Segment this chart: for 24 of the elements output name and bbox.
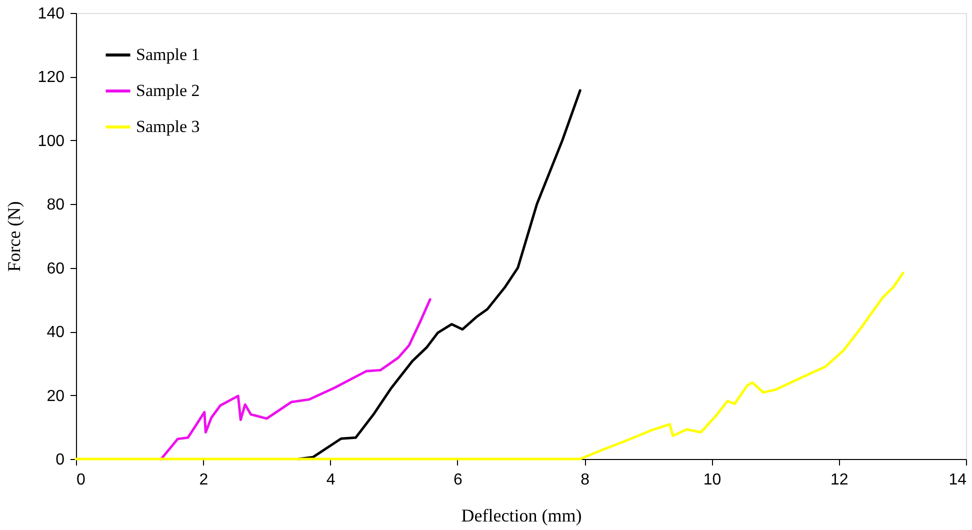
y-tick-label: 20 — [46, 388, 65, 405]
x-tick-label: 6 — [453, 472, 462, 488]
line-series — [74, 272, 904, 460]
y-tick-label: 60 — [46, 260, 65, 278]
y-tick-label: 120 — [38, 69, 65, 86]
x-tick-label: 12 — [830, 472, 848, 488]
y-tick-label: 80 — [46, 196, 65, 214]
line-series — [297, 89, 582, 460]
y-axis-title: Force (N) — [4, 201, 24, 272]
x-tick-label: 10 — [703, 472, 722, 488]
legend-label: Sample 1 — [136, 45, 200, 64]
legend-label: Sample 2 — [136, 81, 200, 100]
x-tick-label: 2 — [199, 472, 208, 488]
x-tick-label: 14 — [948, 472, 967, 488]
y-tick-label: 140 — [38, 6, 65, 22]
x-axis-title: Deflection (mm) — [461, 506, 582, 526]
legend-label: Sample 3 — [136, 117, 200, 136]
line-series — [160, 298, 432, 460]
x-tick-label: 0 — [76, 472, 86, 488]
y-tick-label: 0 — [56, 452, 65, 468]
x-tick-label: 8 — [580, 472, 590, 488]
y-tick-label: 100 — [38, 132, 65, 150]
x-tick-label: 4 — [326, 472, 336, 488]
y-tick-label: 40 — [46, 324, 65, 342]
